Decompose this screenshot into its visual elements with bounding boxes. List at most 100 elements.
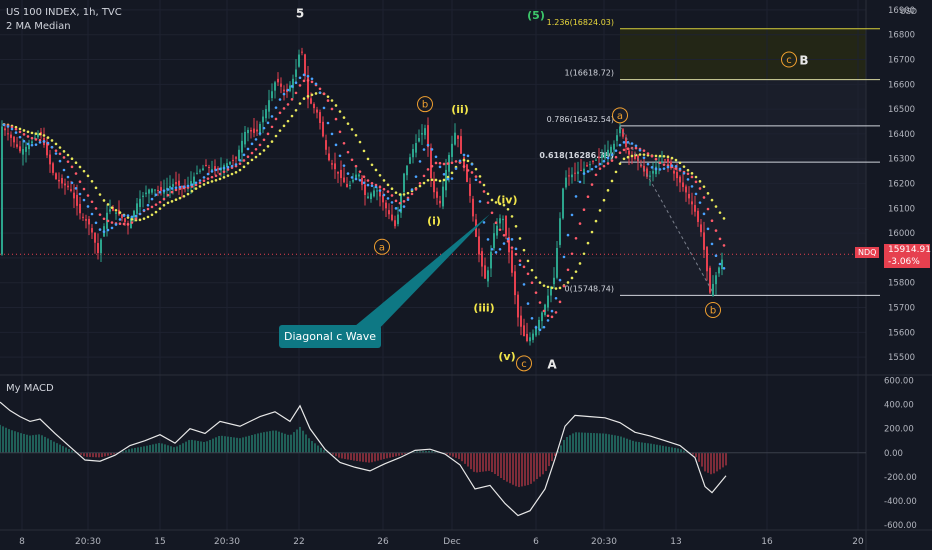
candle-body: [334, 163, 336, 170]
time-tick-7: 6: [533, 537, 539, 547]
candle-body: [241, 140, 243, 153]
ma-dot: [698, 180, 702, 183]
ma-dot: [554, 296, 558, 300]
ma-dot: [710, 198, 714, 202]
ma-dot: [126, 216, 130, 219]
wave-label-12: c: [521, 359, 527, 370]
ma-dot: [66, 160, 70, 163]
candle-body: [121, 214, 123, 219]
ma-dot: [614, 170, 618, 174]
ma-dot: [250, 151, 254, 155]
candle-body: [31, 141, 33, 144]
ma-dot: [30, 136, 34, 140]
ma-dot: [170, 200, 174, 203]
candle-body: [19, 146, 21, 152]
candle-body: [397, 214, 399, 225]
candle-body: [85, 219, 87, 221]
candles: [1, 47, 723, 346]
candle-body: [664, 159, 666, 161]
ma-dot: [238, 168, 242, 172]
ma-dot: [358, 170, 362, 173]
ma-dot: [566, 281, 570, 284]
candle-body: [352, 179, 354, 182]
ma-dot: [238, 159, 242, 162]
candle-body: [667, 158, 669, 163]
ma-dot: [262, 149, 266, 152]
candle-body: [589, 164, 591, 166]
candle-body: [721, 259, 723, 270]
price-tick-6: 16100: [888, 204, 915, 214]
ma-dot: [166, 201, 170, 205]
ma-dot: [182, 195, 186, 198]
wave-label-1: (5): [527, 9, 545, 22]
candle-body: [673, 170, 675, 174]
ma-dot: [94, 207, 98, 210]
ma-dot: [598, 167, 602, 170]
ma-dot: [686, 168, 690, 172]
candle-body: [61, 178, 63, 184]
ma-dot: [574, 270, 578, 273]
candle-body: [517, 294, 519, 318]
ma-dot: [362, 175, 366, 179]
ma-dot: [570, 213, 574, 217]
ma-dot: [90, 179, 94, 183]
candle-body: [679, 176, 681, 183]
ma-dot: [490, 198, 494, 202]
ma-dot: [194, 183, 198, 187]
ma-dot: [162, 189, 166, 192]
ma-dot: [330, 99, 334, 102]
ma-dot: [586, 241, 590, 245]
price-badge: 15914.91 -3.06%: [884, 244, 931, 268]
candle-body: [169, 186, 171, 189]
ma-dot: [98, 193, 102, 196]
symbol-label[interactable]: US 100 INDEX, 1h, TVC: [6, 7, 122, 18]
ma-dot: [326, 121, 330, 125]
ma-dot: [654, 167, 658, 171]
ma-dot: [418, 184, 422, 188]
candle-body: [214, 166, 216, 171]
ma-dot: [310, 80, 314, 84]
ma-dot: [406, 191, 410, 195]
candle-body: [196, 172, 198, 174]
wave-label-4: a: [617, 111, 623, 122]
ma-dot: [454, 167, 458, 170]
candle-body: [484, 265, 486, 279]
ma-dot: [390, 187, 394, 190]
price-tick-0: 15500: [888, 353, 915, 363]
candle-body: [454, 132, 456, 145]
time-tick-6: Dec: [443, 537, 460, 547]
ma-dot: [62, 150, 66, 153]
candle-body: [532, 333, 534, 340]
candle-body: [460, 136, 462, 154]
candle-body: [490, 251, 492, 269]
ma-dot: [34, 138, 38, 141]
ma-dot: [714, 229, 718, 232]
ma-dot: [270, 115, 274, 118]
ma-dot: [226, 168, 230, 171]
ma-dot: [366, 157, 370, 161]
candle-body: [478, 236, 480, 255]
ma-dot: [90, 212, 94, 216]
ma-dot: [74, 172, 78, 175]
candle-body: [10, 134, 12, 138]
indicator-label[interactable]: 2 MA Median: [6, 21, 71, 32]
candle-body: [430, 147, 432, 179]
candle-body: [685, 186, 687, 193]
ma-dot: [502, 203, 506, 207]
ma-dot: [402, 205, 406, 208]
candle-body: [661, 161, 663, 163]
ma-dot: [74, 187, 78, 190]
ma-dot: [442, 178, 446, 182]
ma-dot: [70, 157, 74, 161]
ma-dot: [130, 221, 134, 224]
ma-dot: [702, 196, 706, 199]
ma-dot: [254, 138, 258, 141]
candle-body: [436, 191, 438, 198]
candle-body: [181, 186, 183, 188]
ma-dot: [218, 172, 222, 176]
macd-pane-title[interactable]: My MACD: [6, 383, 54, 394]
ma-dot: [658, 161, 662, 164]
ma-dot: [582, 172, 586, 175]
